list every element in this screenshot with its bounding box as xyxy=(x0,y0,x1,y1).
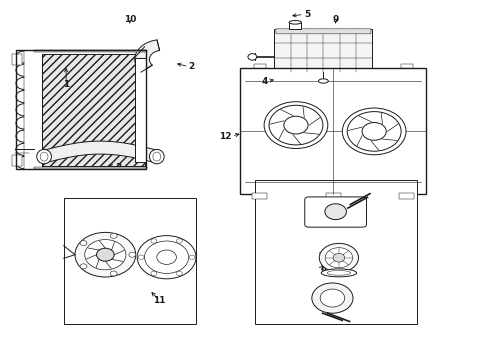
Bar xyxy=(255,180,416,324)
Circle shape xyxy=(325,204,346,220)
Bar xyxy=(399,193,414,199)
Circle shape xyxy=(85,240,126,270)
Text: 9: 9 xyxy=(332,15,339,24)
Ellipse shape xyxy=(321,269,357,277)
Circle shape xyxy=(129,252,136,257)
Ellipse shape xyxy=(153,152,161,161)
Circle shape xyxy=(151,271,157,276)
Bar xyxy=(326,193,341,199)
Bar xyxy=(254,64,266,68)
Text: 5: 5 xyxy=(304,10,310,19)
Ellipse shape xyxy=(318,79,328,83)
Circle shape xyxy=(362,122,386,140)
Bar xyxy=(34,50,147,52)
Text: 12: 12 xyxy=(219,132,232,140)
Bar xyxy=(16,50,146,169)
Bar xyxy=(42,54,145,166)
Text: 4: 4 xyxy=(262,77,268,85)
FancyBboxPatch shape xyxy=(276,29,371,34)
Circle shape xyxy=(138,255,144,259)
Bar xyxy=(240,68,426,194)
Bar xyxy=(274,29,372,72)
Circle shape xyxy=(80,264,87,269)
Circle shape xyxy=(80,240,87,246)
Text: 11: 11 xyxy=(153,296,166,305)
Circle shape xyxy=(151,239,157,243)
Circle shape xyxy=(137,236,196,279)
Circle shape xyxy=(176,239,182,243)
Polygon shape xyxy=(44,141,157,163)
Circle shape xyxy=(110,271,117,276)
Bar xyxy=(252,193,267,199)
Bar xyxy=(401,64,413,68)
Bar xyxy=(135,58,146,162)
Circle shape xyxy=(343,108,406,155)
Circle shape xyxy=(110,233,117,238)
Text: 8: 8 xyxy=(321,264,327,273)
Circle shape xyxy=(264,102,328,148)
Circle shape xyxy=(269,105,323,145)
Bar xyxy=(64,198,196,324)
Circle shape xyxy=(333,253,345,262)
Ellipse shape xyxy=(149,149,164,164)
Circle shape xyxy=(312,283,353,313)
Circle shape xyxy=(176,271,182,276)
Ellipse shape xyxy=(40,152,48,161)
Circle shape xyxy=(157,250,176,264)
Circle shape xyxy=(320,289,344,307)
Circle shape xyxy=(75,233,136,277)
Text: 2: 2 xyxy=(189,62,195,71)
Text: 10: 10 xyxy=(123,15,136,24)
Bar xyxy=(289,22,301,29)
Circle shape xyxy=(145,241,189,274)
Text: 6: 6 xyxy=(328,298,335,307)
Ellipse shape xyxy=(327,271,351,275)
Ellipse shape xyxy=(37,149,51,164)
Circle shape xyxy=(189,255,195,259)
Ellipse shape xyxy=(248,54,257,60)
Circle shape xyxy=(97,248,114,261)
Text: 1: 1 xyxy=(63,80,69,89)
FancyBboxPatch shape xyxy=(305,197,367,227)
Bar xyxy=(42,54,145,166)
Circle shape xyxy=(319,243,359,272)
Bar xyxy=(34,167,147,169)
Polygon shape xyxy=(135,40,160,72)
Bar xyxy=(12,155,22,166)
Circle shape xyxy=(347,112,401,151)
Text: 3: 3 xyxy=(115,163,122,172)
Bar xyxy=(12,54,22,65)
Text: 7: 7 xyxy=(321,249,327,258)
Circle shape xyxy=(284,116,308,134)
Circle shape xyxy=(325,248,353,268)
Ellipse shape xyxy=(289,21,301,24)
